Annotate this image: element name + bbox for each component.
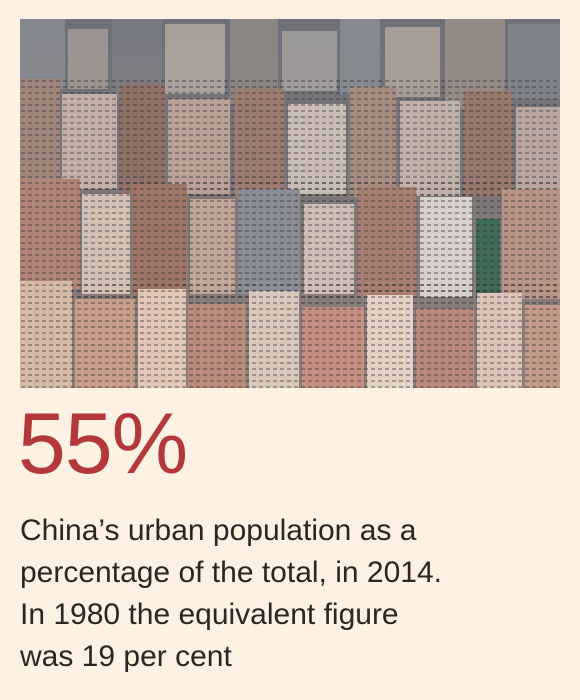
headline-statistic: 55% <box>18 396 188 492</box>
caption-line: was 19 per cent <box>20 640 232 673</box>
caption-line: In 1980 the equivalent figure <box>20 598 399 631</box>
statistic-caption: China’s urban population as a percentage… <box>20 510 560 678</box>
caption-line: percentage of the total, in 2014. <box>20 556 442 589</box>
caption-line: China’s urban population as a <box>20 514 417 547</box>
city-skyline-photo <box>20 19 560 388</box>
